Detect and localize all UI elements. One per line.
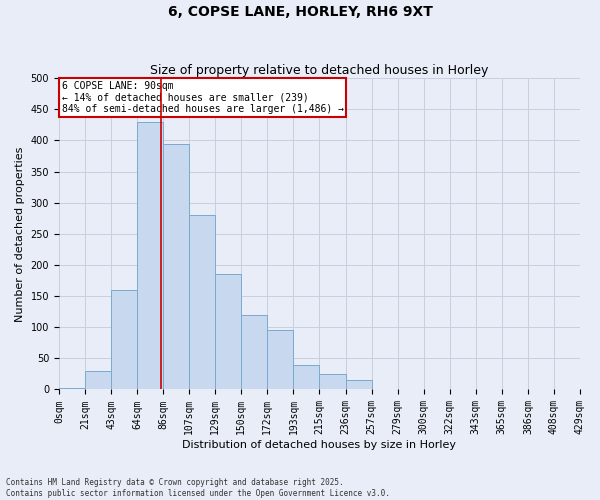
Bar xyxy=(85,371,111,390)
X-axis label: Distribution of detached houses by size in Horley: Distribution of detached houses by size … xyxy=(182,440,457,450)
Text: 6, COPSE LANE, HORLEY, RH6 9XT: 6, COPSE LANE, HORLEY, RH6 9XT xyxy=(167,5,433,19)
Bar xyxy=(163,144,189,390)
Bar xyxy=(293,364,319,390)
Bar xyxy=(241,315,268,390)
Y-axis label: Number of detached properties: Number of detached properties xyxy=(15,146,25,322)
Bar xyxy=(189,215,215,390)
Text: 6 COPSE LANE: 90sqm
← 14% of detached houses are smaller (239)
84% of semi-detac: 6 COPSE LANE: 90sqm ← 14% of detached ho… xyxy=(62,82,344,114)
Title: Size of property relative to detached houses in Horley: Size of property relative to detached ho… xyxy=(150,64,488,77)
Text: Contains HM Land Registry data © Crown copyright and database right 2025.
Contai: Contains HM Land Registry data © Crown c… xyxy=(6,478,390,498)
Bar xyxy=(111,290,137,390)
Bar xyxy=(215,274,241,390)
Bar xyxy=(346,380,371,390)
Bar xyxy=(268,330,293,390)
Bar xyxy=(59,388,85,390)
Bar xyxy=(137,122,163,390)
Bar xyxy=(319,374,346,390)
